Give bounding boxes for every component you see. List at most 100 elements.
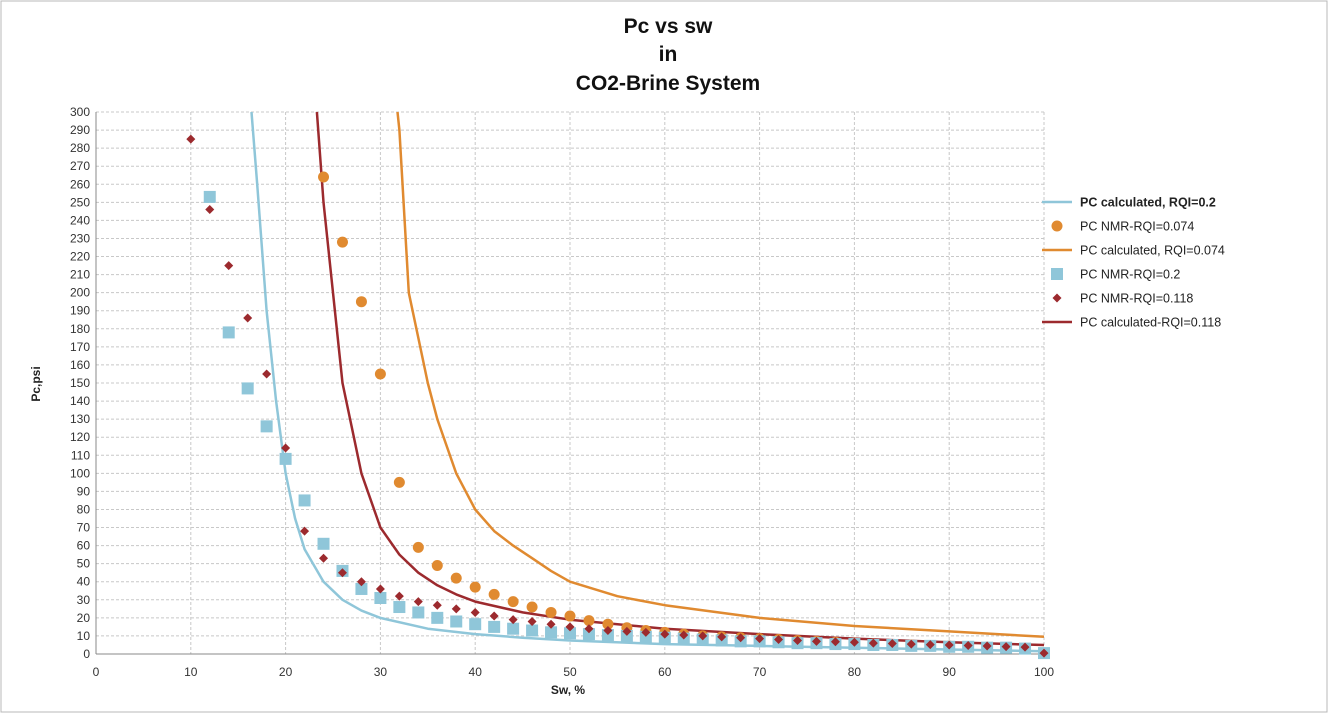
y-tick-label: 30 [77, 593, 91, 607]
legend-label: PC NMR-RQI=0.074 [1080, 220, 1194, 234]
x-tick-label: 70 [753, 665, 767, 679]
data-point [224, 261, 234, 271]
legend-swatch [1051, 220, 1063, 232]
data-point [355, 582, 368, 595]
data-point [300, 526, 310, 536]
y-tick-label: 160 [70, 358, 90, 372]
data-point [488, 588, 500, 600]
data-point [317, 537, 330, 550]
y-tick-label: 260 [70, 177, 90, 191]
x-tick-label: 100 [1034, 665, 1054, 679]
data-point [355, 296, 367, 308]
y-tick-label: 200 [70, 286, 90, 300]
data-point [603, 626, 613, 636]
x-tick-label: 40 [469, 665, 483, 679]
data-point [488, 620, 501, 633]
x-tick-label: 0 [93, 665, 100, 679]
data-point [526, 601, 538, 613]
data-point [489, 611, 499, 621]
legend-item-pc-nmr-rqi-0-074: PC NMR-RQI=0.074 [1051, 220, 1194, 234]
data-point [451, 604, 461, 614]
data-point [431, 559, 443, 571]
y-tick-label: 120 [70, 430, 90, 444]
y-tick-label: 100 [70, 466, 90, 480]
data-point [222, 326, 235, 339]
data-point [793, 635, 803, 645]
data-point [641, 627, 651, 637]
x-tick-label: 90 [943, 665, 957, 679]
legend-label: PC NMR-RQI=0.2 [1080, 268, 1180, 282]
data-point [584, 624, 594, 634]
y-tick-label: 130 [70, 412, 90, 426]
y-tick-label: 70 [77, 521, 91, 535]
data-point [374, 591, 387, 604]
data-point [963, 641, 973, 651]
data-point [393, 601, 406, 614]
data-point [602, 618, 614, 630]
data-point [564, 627, 576, 640]
data-point [469, 581, 481, 593]
y-tick-label: 240 [70, 213, 90, 227]
series-line [396, 111, 1045, 639]
data-point [545, 606, 557, 618]
x-axis-label: Sw, % [551, 683, 586, 697]
data-point [319, 553, 329, 563]
data-point [186, 134, 196, 144]
data-point [582, 628, 595, 641]
data-point [508, 615, 518, 625]
data-point [262, 369, 272, 379]
legend-item-pc-calculated-rqi-0-2: PC calculated, RQI=0.2 [1042, 196, 1216, 210]
data-point [526, 624, 539, 637]
y-tick-label: 140 [70, 394, 90, 408]
data-point [374, 368, 386, 380]
y-tick-label: 10 [77, 629, 91, 643]
legend-label: PC calculated, RQI=0.2 [1080, 196, 1216, 210]
title-line-1: Pc vs sw [624, 15, 713, 38]
data-point [868, 638, 878, 648]
title-line-3: CO2-Brine System [576, 72, 760, 95]
data-point [925, 640, 935, 650]
data-point [583, 615, 595, 627]
y-tick-label: 210 [70, 268, 90, 282]
x-tick-label: 20 [279, 665, 293, 679]
gridlines [96, 111, 1045, 654]
data-point [298, 494, 311, 507]
data-point [620, 629, 633, 642]
x-tick-label: 60 [658, 665, 672, 679]
series-pc-calculated-rqi-0-074 [396, 111, 1045, 639]
data-point [944, 640, 954, 650]
data-point [1020, 642, 1030, 652]
data-point [1039, 648, 1049, 658]
data-point [736, 633, 746, 643]
y-tick-label: 150 [70, 376, 90, 390]
legend: PC calculated, RQI=0.2 PC NMR-RQI=0.074 PC… [1042, 196, 1225, 330]
data-point [337, 568, 347, 578]
y-axis-label: Pc,psi [29, 366, 43, 401]
legend-item-pc-calculated-rqi-0-118: PC calculated-RQI=0.118 [1042, 316, 1221, 330]
data-point [887, 639, 897, 649]
legend-swatch [1052, 293, 1062, 303]
data-point [450, 615, 463, 628]
y-tick-label: 80 [77, 502, 91, 516]
data-point [507, 622, 520, 635]
data-point [982, 641, 992, 651]
data-point [774, 635, 784, 645]
data-point [260, 420, 273, 433]
data-point [469, 618, 482, 631]
title-line-2: in [659, 43, 678, 66]
x-tick-label: 50 [563, 665, 577, 679]
series-layer [186, 111, 1050, 660]
chart-title: Pc vs sw in CO2-Brine System [576, 15, 760, 95]
y-tick-label: 290 [70, 123, 90, 137]
data-point [545, 626, 558, 639]
data-point [565, 622, 575, 632]
y-tick-label: 20 [77, 611, 91, 625]
y-tick-label: 280 [70, 141, 90, 155]
data-point [241, 382, 254, 395]
data-point [755, 634, 765, 644]
tick-labels: 0102030405060708090100110120130140150160… [70, 105, 1054, 679]
axes [95, 112, 1044, 655]
data-point [639, 630, 652, 643]
